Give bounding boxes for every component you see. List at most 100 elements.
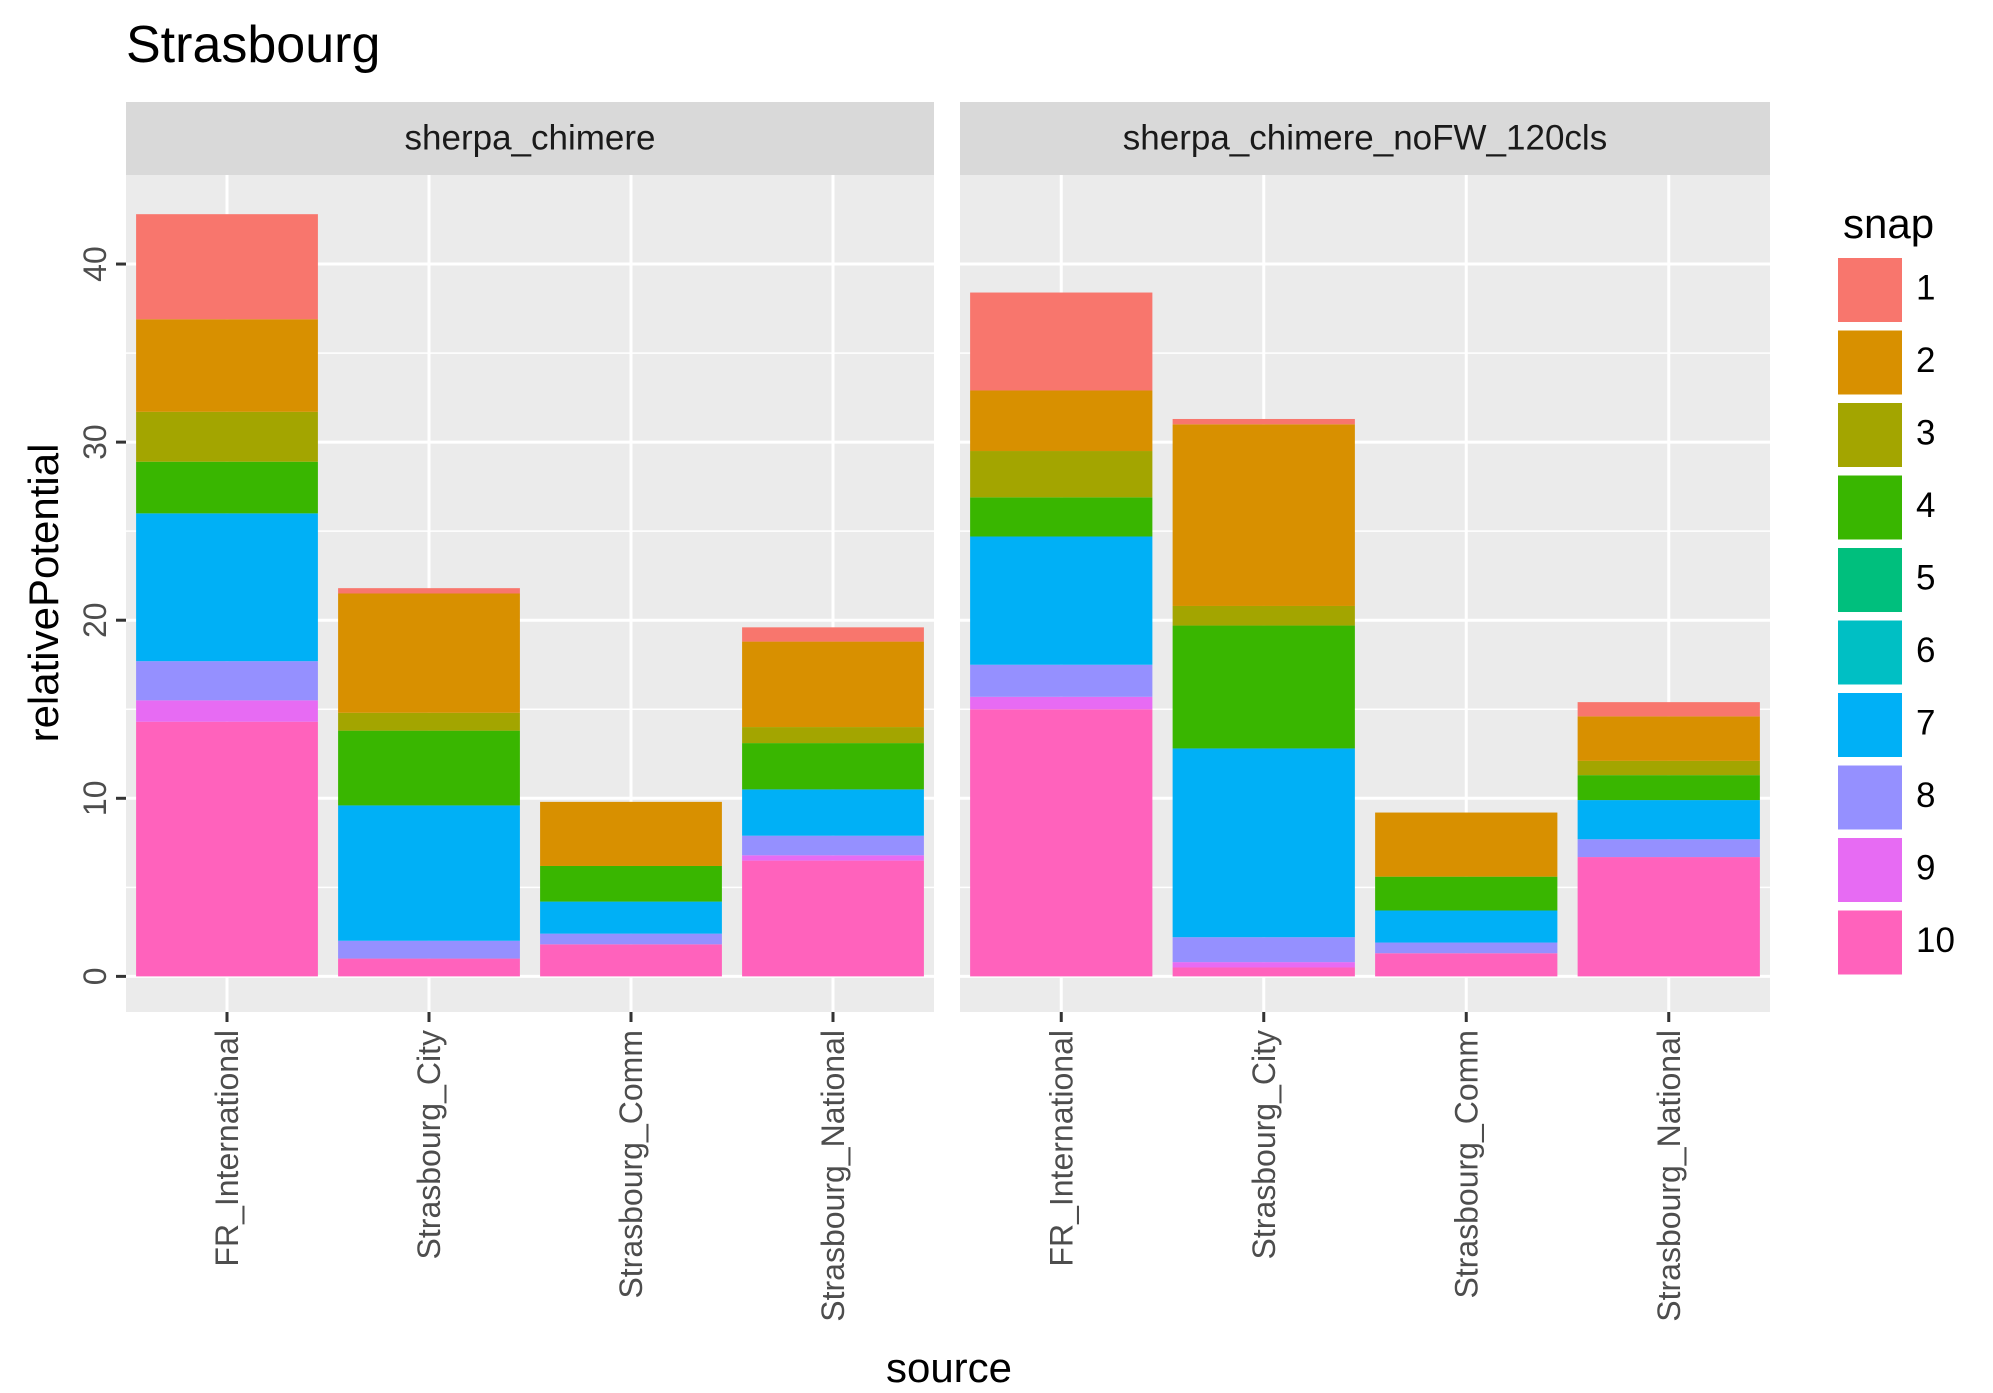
bar-segment-snap-7 bbox=[1375, 910, 1558, 943]
x-tick-label: Strasbourg_Comm bbox=[1448, 1030, 1484, 1299]
bar-segment-snap-1 bbox=[970, 292, 1153, 391]
bar-segment-snap-3 bbox=[1172, 605, 1355, 626]
bar-segment-snap-7 bbox=[970, 536, 1153, 665]
bar-segment-snap-2 bbox=[136, 319, 318, 412]
bar-segment-snap-7 bbox=[742, 789, 924, 836]
bar-segment-snap-8 bbox=[742, 835, 924, 856]
x-tick-label: Strasbourg_Comm bbox=[613, 1030, 649, 1299]
bar-segment-snap-10 bbox=[136, 721, 318, 977]
legend-key-label: 9 bbox=[1916, 848, 1935, 887]
legend-key-label: 2 bbox=[1916, 341, 1935, 380]
bar-segment-snap-10 bbox=[1577, 857, 1760, 977]
legend-title: snap bbox=[1843, 200, 1934, 247]
x-tick-label: Strasbourg_National bbox=[815, 1030, 851, 1322]
bar-segment-snap-3 bbox=[136, 411, 318, 462]
bar-segment-snap-9 bbox=[970, 696, 1153, 710]
bar-segment-snap-10 bbox=[1172, 967, 1355, 977]
bar-segment-snap-1 bbox=[742, 627, 924, 642]
bar-segment-snap-2 bbox=[540, 801, 722, 866]
bar-stacks bbox=[136, 214, 924, 977]
bar-segment-snap-2 bbox=[742, 641, 924, 728]
bar-segment-snap-7 bbox=[136, 513, 318, 662]
legend-key-label: 8 bbox=[1916, 776, 1935, 815]
bar-segment-snap-3 bbox=[1577, 760, 1760, 776]
legend-key-swatch bbox=[1838, 838, 1902, 902]
facet-sherpa-chimere: sherpa_chimere bbox=[126, 102, 934, 1012]
bar-segment-snap-4 bbox=[540, 865, 722, 902]
bar-segment-snap-4 bbox=[970, 497, 1153, 537]
legend-key-label: 1 bbox=[1916, 268, 1935, 307]
bar-segment-snap-4 bbox=[1375, 876, 1558, 911]
bar-segment-snap-3 bbox=[338, 712, 520, 731]
legend-key-swatch bbox=[1838, 475, 1902, 540]
bar-segment-snap-1 bbox=[136, 214, 318, 320]
bar-segment-snap-2 bbox=[1172, 424, 1355, 606]
x-tick-label: FR_International bbox=[1043, 1030, 1079, 1267]
bar-segment-snap-1 bbox=[338, 588, 520, 594]
facet-strip-background bbox=[126, 102, 934, 175]
facet-strip-background bbox=[960, 102, 1770, 175]
legend-key-label: 10 bbox=[1916, 921, 1955, 960]
bar-segment-snap-2 bbox=[1577, 716, 1760, 761]
legend-key-swatch bbox=[1838, 620, 1902, 685]
bar-segment-snap-8 bbox=[1172, 937, 1355, 963]
bar-segment-snap-7 bbox=[1172, 748, 1355, 938]
legend-key-swatch bbox=[1838, 258, 1902, 322]
bar-segment-snap-8 bbox=[970, 664, 1153, 697]
bar-segment-snap-2 bbox=[970, 390, 1153, 452]
bar-segment-snap-9 bbox=[742, 855, 924, 861]
bar-segment-snap-2 bbox=[1375, 812, 1558, 877]
legend-key-swatch bbox=[1838, 330, 1902, 395]
legend: snap 1 2 3 4 5 6 7 8 9 10 bbox=[1838, 200, 1955, 975]
x-tick-label: Strasbourg_City bbox=[411, 1030, 447, 1259]
y-tick-label: 10 bbox=[77, 781, 113, 817]
legend-key-swatch bbox=[1838, 403, 1902, 467]
bar-segment-snap-10 bbox=[742, 860, 924, 977]
x-tick-label: FR_International bbox=[209, 1030, 245, 1267]
x-tick-label: Strasbourg_National bbox=[1651, 1030, 1687, 1322]
legend-key-label: 4 bbox=[1916, 486, 1935, 525]
bar-segment-snap-3 bbox=[742, 727, 924, 744]
bar-segment-snap-4 bbox=[136, 461, 318, 514]
bar-segment-snap-10 bbox=[338, 958, 520, 977]
x-tick-label: Strasbourg_City bbox=[1246, 1030, 1282, 1259]
x-axis-title: source bbox=[886, 1344, 1012, 1391]
bar-segment-snap-8 bbox=[1577, 839, 1760, 858]
x-axis: FR_International Strasbourg_City Strasbour… bbox=[209, 1012, 1687, 1322]
legend-key-label: 5 bbox=[1916, 558, 1935, 597]
bar-segment-snap-4 bbox=[338, 730, 520, 806]
bar-segment-snap-1 bbox=[1577, 702, 1760, 717]
y-tick-label: 40 bbox=[77, 246, 113, 282]
bar-segment-snap-7 bbox=[338, 805, 520, 941]
bar-segment-snap-10 bbox=[970, 709, 1153, 977]
facet-strip-label: sherpa_chimere_noFW_120cls bbox=[1123, 118, 1607, 157]
legend-key-swatch bbox=[1838, 765, 1902, 830]
facet-sherpa-chimere-nofw-120cls: sherpa_chimere_noFW_120cls bbox=[960, 102, 1770, 1012]
bar-segment-snap-8 bbox=[136, 661, 318, 701]
legend-key-swatch bbox=[1838, 693, 1902, 757]
legend-key-swatch bbox=[1838, 548, 1902, 612]
y-tick-label: 0 bbox=[77, 967, 113, 985]
bar-segment-snap-1 bbox=[1172, 418, 1355, 425]
bar-segment-snap-2 bbox=[338, 593, 520, 713]
y-tick-label: 30 bbox=[77, 424, 113, 460]
facet-strip-label: sherpa_chimere bbox=[405, 118, 656, 157]
bar-segment-snap-8 bbox=[338, 940, 520, 959]
bar-segment-snap-8 bbox=[540, 933, 722, 945]
bar-segment-snap-4 bbox=[742, 743, 924, 790]
bar-segment-snap-8 bbox=[1375, 942, 1558, 954]
legend-key-label: 6 bbox=[1916, 631, 1935, 670]
bar-segment-snap-7 bbox=[1577, 800, 1760, 840]
legend-key-label: 3 bbox=[1916, 413, 1935, 452]
bar-segment-snap-4 bbox=[1577, 775, 1760, 801]
bar-stacks bbox=[970, 292, 1760, 977]
bar-segment-snap-10 bbox=[540, 944, 722, 977]
chart-title: Strasbourg bbox=[126, 16, 380, 74]
y-axis: 0 10 20 30 40 bbox=[77, 246, 126, 985]
bar-segment-snap-10 bbox=[1375, 953, 1558, 977]
legend-key-label: 7 bbox=[1916, 703, 1935, 742]
bar-segment-snap-9 bbox=[136, 700, 318, 722]
y-tick-label: 20 bbox=[77, 602, 113, 638]
bar-segment-snap-3 bbox=[970, 451, 1153, 498]
